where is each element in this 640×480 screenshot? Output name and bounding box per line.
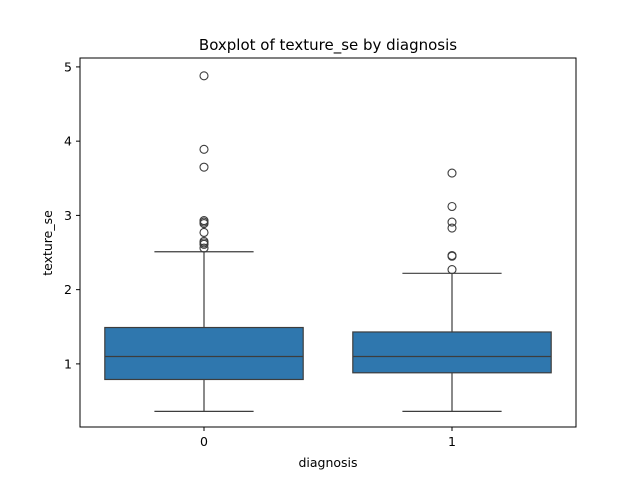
y-tick-label-4: 4 [64, 134, 72, 149]
outlier-point [199, 144, 209, 154]
outlier-point [447, 201, 457, 212]
outlier-point [447, 168, 457, 178]
outlier-point [199, 243, 209, 253]
box-group-1 [352, 168, 552, 413]
outlier-point [199, 162, 209, 172]
y-axis-label: texture_se [40, 210, 55, 276]
outlier-point [447, 250, 457, 261]
outlier-point [199, 227, 209, 238]
x-tick-label-1: 1 [448, 434, 456, 449]
outlier-point [447, 265, 457, 275]
y-tick-label-5: 5 [64, 59, 72, 74]
y-axis: 1 2 3 4 5 [64, 59, 80, 371]
y-tick-label-3: 3 [64, 208, 72, 223]
outlier-point [199, 71, 209, 81]
x-axis-label: diagnosis [298, 455, 357, 470]
box-group-0 [104, 71, 304, 413]
plot-area [104, 71, 552, 413]
outlier-point [199, 216, 209, 226]
iqr-box [104, 326, 304, 381]
y-tick-label-1: 1 [64, 356, 72, 371]
outlier-point [447, 223, 457, 233]
outlier-point [447, 217, 457, 227]
y-tick-label-2: 2 [64, 282, 72, 297]
iqr-box [352, 331, 552, 374]
axes-frame [79, 57, 577, 428]
x-tick-label-0: 0 [200, 434, 208, 449]
outlier-point [199, 236, 209, 246]
chart-title: Boxplot of texture_se by diagnosis [199, 36, 457, 55]
